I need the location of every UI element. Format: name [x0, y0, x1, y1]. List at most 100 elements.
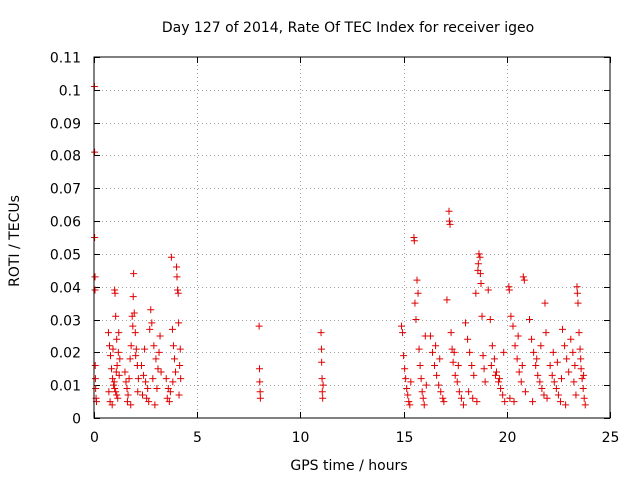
data-point	[152, 355, 160, 363]
data-point	[538, 384, 546, 392]
data-point	[104, 329, 112, 337]
data-point	[464, 335, 472, 343]
data-point	[520, 276, 528, 284]
data-point	[575, 329, 583, 337]
data-point	[129, 293, 137, 301]
data-point	[404, 391, 412, 399]
data-point	[109, 375, 117, 383]
data-point	[557, 375, 565, 383]
data-point	[110, 381, 118, 389]
data-point	[543, 394, 551, 402]
y-axis-label: ROTI / TECUs	[7, 195, 23, 287]
data-point	[155, 348, 163, 356]
data-point	[146, 325, 154, 333]
data-point	[137, 361, 145, 369]
data-point	[112, 368, 120, 376]
data-point	[255, 322, 263, 330]
data-point	[536, 378, 544, 386]
data-point	[492, 368, 500, 376]
data-point	[411, 299, 419, 307]
data-point	[145, 398, 153, 406]
data-point	[422, 381, 430, 389]
data-point	[500, 348, 508, 356]
data-point	[426, 332, 434, 340]
data-point	[501, 398, 509, 406]
data-point	[532, 361, 540, 369]
data-point	[465, 388, 473, 396]
data-point	[91, 148, 99, 156]
data-point	[563, 355, 571, 363]
data-point	[571, 361, 579, 369]
data-point	[112, 312, 120, 320]
data-point	[445, 217, 453, 225]
data-point	[176, 345, 184, 353]
data-point	[435, 381, 443, 389]
data-point	[431, 361, 439, 369]
data-point	[548, 371, 556, 379]
data-point	[131, 329, 139, 337]
data-point	[105, 342, 113, 350]
data-point	[115, 329, 123, 337]
data-point	[509, 322, 517, 330]
data-point	[436, 355, 444, 363]
data-point	[570, 378, 578, 386]
x-tick-label: 10	[292, 430, 310, 446]
data-point	[475, 250, 483, 258]
data-point	[573, 283, 581, 291]
x-axis-label: GPS time / hours	[290, 458, 407, 474]
y-tick-label: 0.04	[50, 281, 81, 297]
data-point	[415, 345, 423, 353]
data-point	[406, 401, 414, 409]
data-point	[472, 289, 480, 297]
data-point	[121, 368, 129, 376]
data-point	[149, 375, 157, 383]
data-point	[462, 319, 470, 327]
y-tick-labels: 0 0.01 0.02 0.03 0.04 0.05 0.06 0.07 0.08 0.09 0.1…	[50, 51, 81, 428]
data-point	[546, 361, 554, 369]
data-point	[148, 319, 156, 327]
data-point	[168, 325, 176, 333]
data-point	[470, 371, 478, 379]
data-point	[496, 375, 504, 383]
data-point	[417, 375, 425, 383]
data-point	[486, 316, 494, 324]
data-point	[123, 384, 131, 392]
data-point	[413, 276, 421, 284]
data-point	[552, 384, 560, 392]
data-point	[457, 394, 465, 402]
data-point	[505, 286, 513, 294]
data-point	[484, 286, 492, 294]
data-point	[481, 378, 489, 386]
data-point	[140, 371, 148, 379]
data-point	[432, 342, 440, 350]
data-point	[414, 289, 422, 297]
data-point	[91, 361, 99, 369]
data-point	[499, 391, 507, 399]
data-point	[468, 361, 476, 369]
data-point	[111, 384, 119, 392]
data-point	[401, 365, 409, 373]
data-point	[151, 401, 159, 409]
data-point	[479, 352, 487, 360]
data-point	[400, 352, 408, 360]
data-point	[113, 391, 121, 399]
x-tick-label: 5	[193, 430, 202, 446]
data-point	[107, 352, 115, 360]
data-point	[514, 332, 522, 340]
y-tick-label: 0.11	[50, 51, 81, 67]
data-point	[428, 348, 436, 356]
data-point	[91, 273, 99, 281]
data-point	[418, 388, 426, 396]
data-point	[111, 289, 119, 297]
data-point	[554, 391, 562, 399]
data-point	[318, 375, 326, 383]
data-point	[507, 312, 515, 320]
data-point	[173, 273, 181, 281]
data-point	[578, 375, 586, 383]
data-point	[487, 361, 495, 369]
data-point	[537, 342, 545, 350]
data-point	[574, 299, 582, 307]
data-point	[474, 260, 482, 268]
